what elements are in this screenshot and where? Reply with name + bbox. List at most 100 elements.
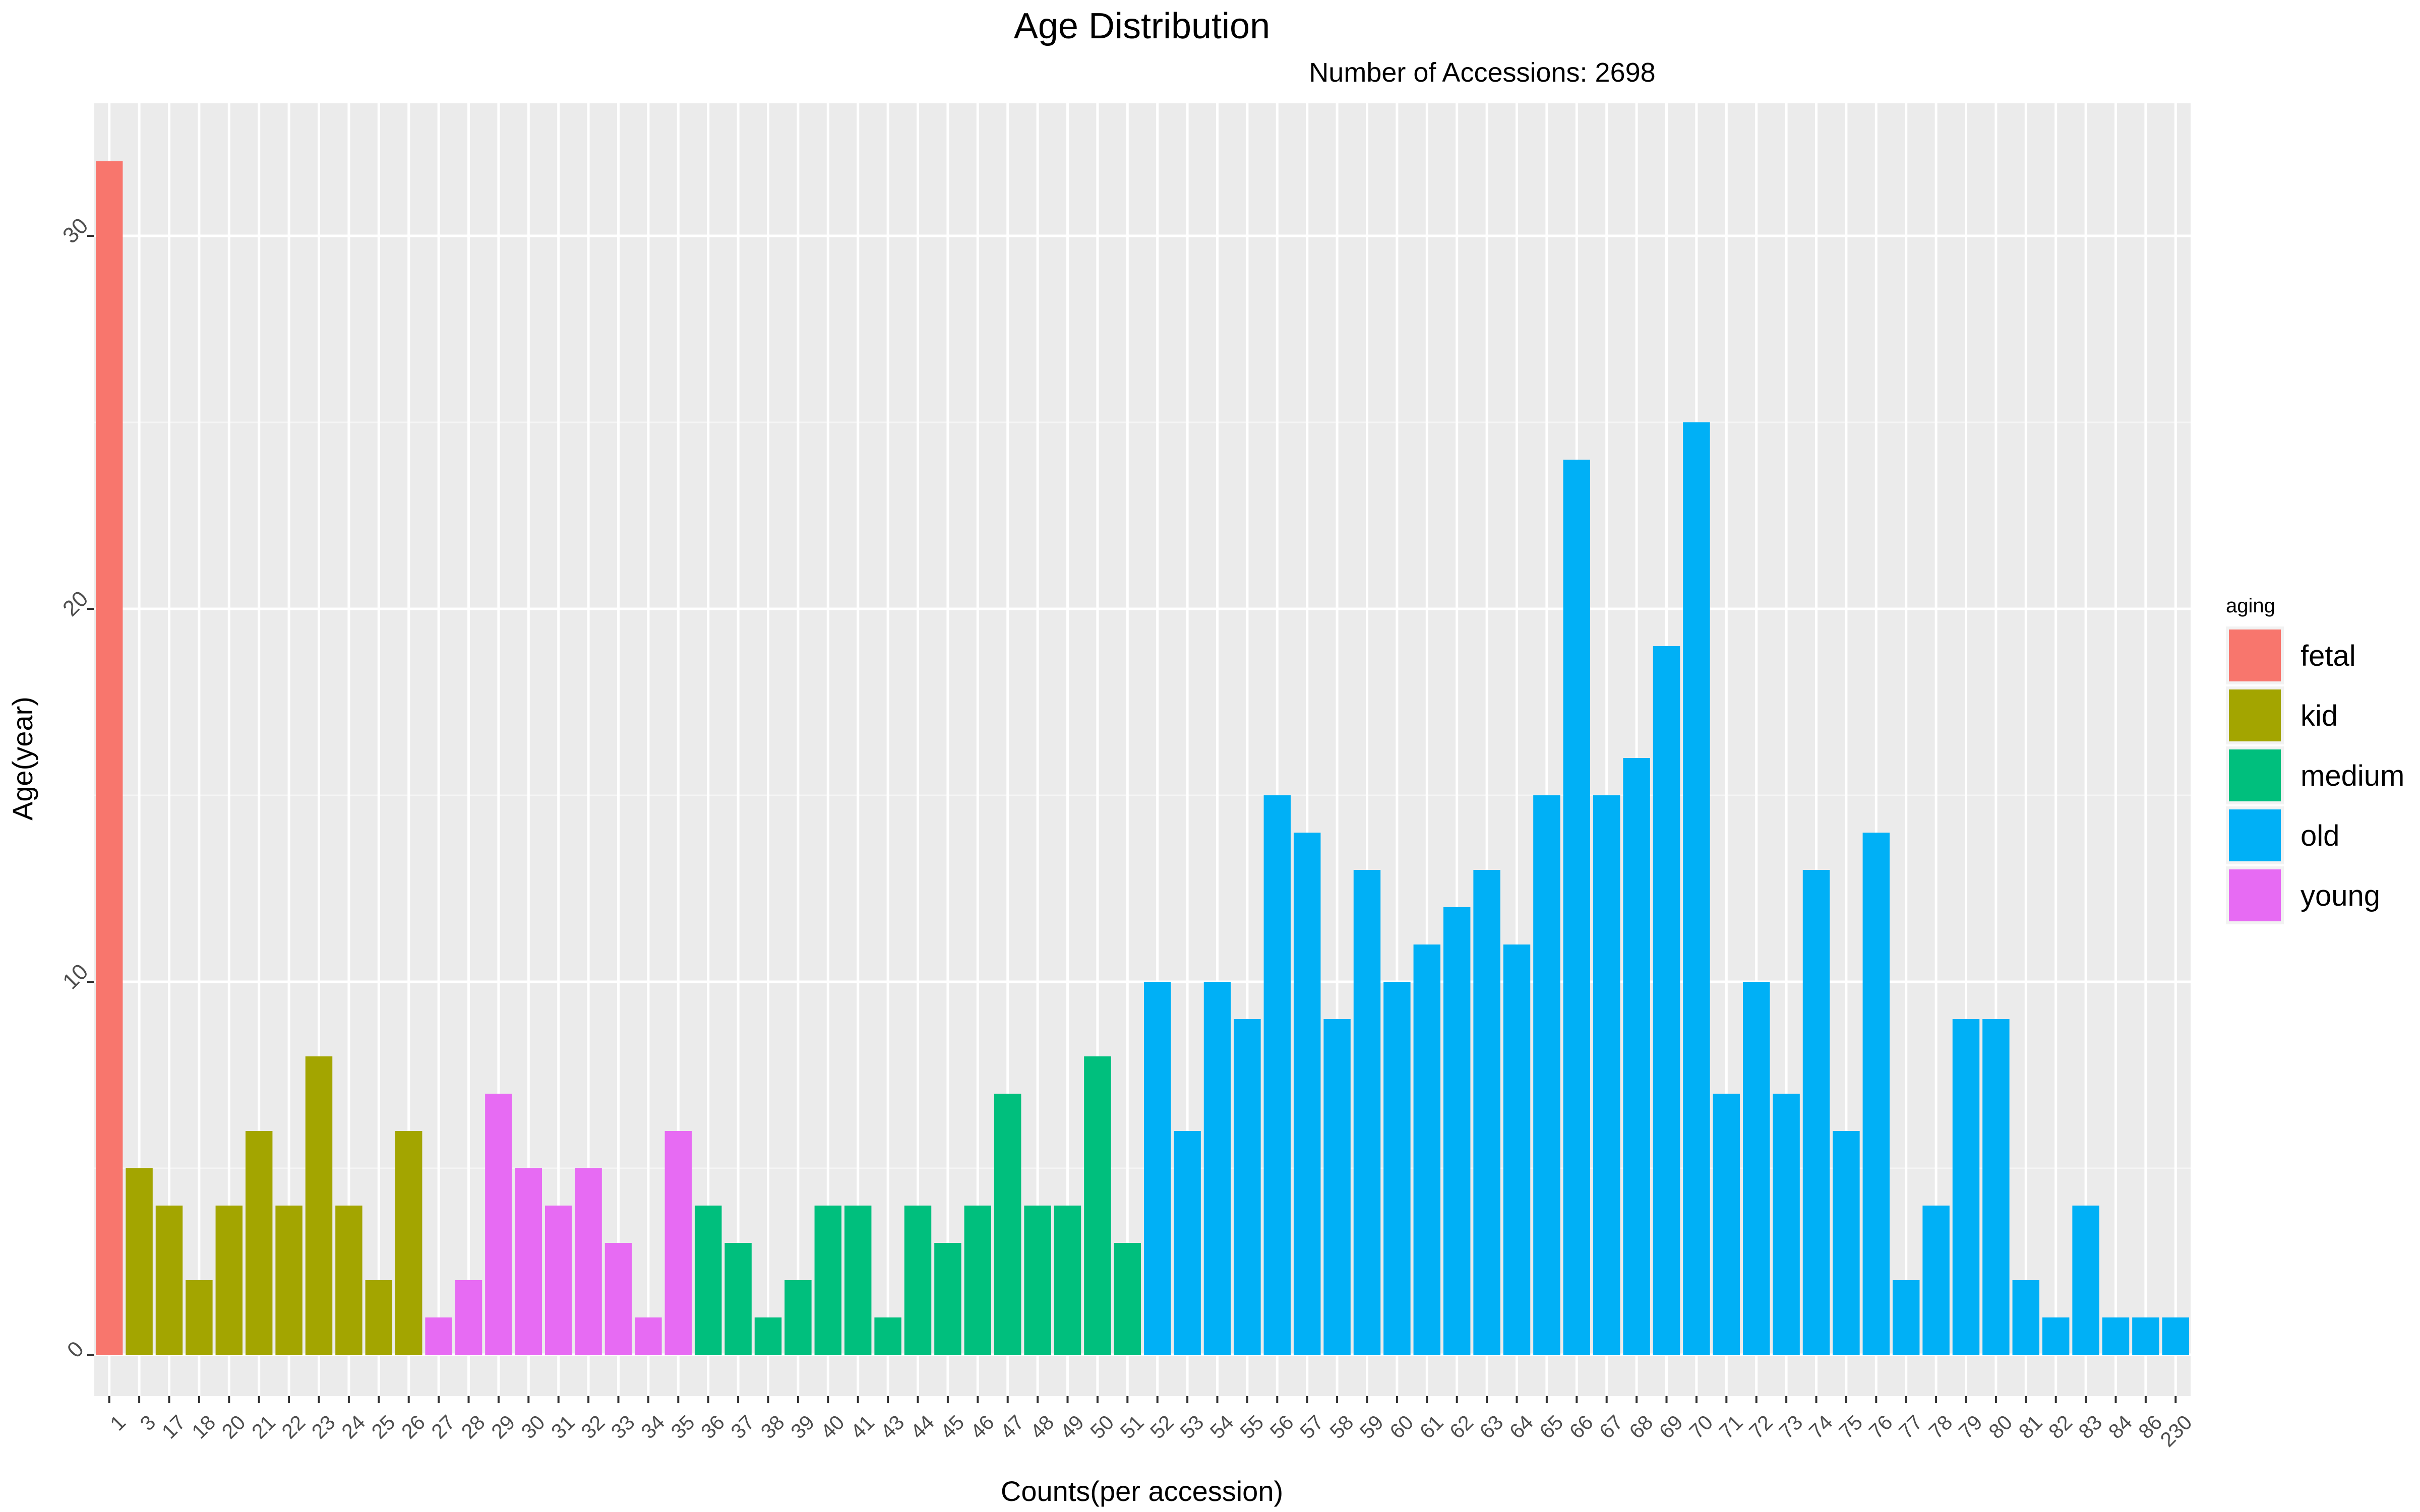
x-tick-label-77: 77 [1894, 1411, 1927, 1443]
x-tick-label-56: 56 [1265, 1411, 1298, 1443]
x-tick-label-58: 58 [1325, 1411, 1358, 1443]
x-tick-label-76: 76 [1864, 1411, 1897, 1443]
bar-37 [724, 1243, 752, 1355]
x-ticks: 1 317182021222324252627282930313233343536… [105, 1396, 2197, 1452]
x-tick-label-40: 40 [816, 1411, 849, 1443]
x-tick-label-43: 43 [876, 1411, 909, 1443]
x-tick-label-29: 29 [487, 1411, 519, 1443]
bar-25 [365, 1280, 393, 1355]
bar-17 [155, 1206, 183, 1355]
x-tick-label-33: 33 [607, 1411, 639, 1443]
x-tick-label-67: 67 [1595, 1411, 1627, 1443]
bar-71 [1713, 1094, 1740, 1355]
x-tick-label-60: 60 [1385, 1411, 1418, 1443]
bar-33 [604, 1243, 632, 1355]
x-tick-label-50: 50 [1085, 1411, 1118, 1443]
bar-40 [814, 1206, 842, 1355]
y-axis-title: Age(year) [7, 697, 38, 821]
bar-230 [2162, 1317, 2190, 1355]
bar-74 [1802, 870, 1830, 1355]
bar-65 [1533, 795, 1560, 1355]
bar-84 [2102, 1317, 2130, 1355]
y-tick-label-0: 0 [63, 1337, 89, 1363]
bar-70 [1683, 422, 1710, 1355]
bar-66 [1563, 460, 1591, 1355]
x-tick-label-41: 41 [846, 1411, 879, 1443]
x-tick-label-51: 51 [1116, 1411, 1148, 1443]
x-tick-label-63: 63 [1475, 1411, 1508, 1443]
bar-56 [1263, 795, 1291, 1355]
bar-61 [1413, 944, 1441, 1355]
bar-1 [95, 161, 123, 1355]
bar-23 [305, 1056, 333, 1355]
bar-47 [994, 1094, 1021, 1355]
x-tick-label-3: 3 [136, 1411, 160, 1435]
bar-81 [2012, 1280, 2040, 1355]
x-tick-label-65: 65 [1535, 1411, 1567, 1443]
bar-59 [1353, 870, 1381, 1355]
legend-label-young: young [2301, 879, 2380, 912]
chart-subtitle: Number of Accessions: 2698 [1309, 57, 1655, 88]
bar-52 [1143, 982, 1171, 1355]
y-tick-label-10: 10 [58, 959, 93, 994]
bar-24 [335, 1206, 362, 1355]
bar-46 [964, 1206, 992, 1355]
x-tick-label-69: 69 [1655, 1411, 1687, 1443]
x-tick-label-54: 54 [1205, 1411, 1238, 1443]
x-tick-label-81: 81 [2014, 1411, 2047, 1443]
bars [95, 161, 2190, 1355]
bar-62 [1443, 907, 1471, 1355]
x-tick-label-83: 83 [2074, 1411, 2107, 1443]
legend-swatch-young [2229, 869, 2281, 921]
x-tick-label-37: 37 [727, 1411, 759, 1443]
x-tick-label-68: 68 [1625, 1411, 1658, 1443]
bar-69 [1653, 646, 1680, 1355]
bar-76 [1862, 833, 1890, 1355]
x-tick-label-48: 48 [1026, 1411, 1059, 1443]
x-tick-label-75: 75 [1834, 1411, 1867, 1443]
bar-55 [1234, 1019, 1261, 1355]
bar-45 [934, 1243, 961, 1355]
bar-72 [1742, 982, 1770, 1355]
x-tick-label-17: 17 [157, 1411, 190, 1443]
legend-swatch-kid [2229, 689, 2281, 741]
bar-58 [1323, 1019, 1351, 1355]
x-tick-label-1: 1 [105, 1411, 130, 1435]
bar-68 [1623, 758, 1650, 1355]
x-tick-label-36: 36 [696, 1411, 729, 1443]
bar-44 [904, 1206, 932, 1355]
bar-64 [1503, 944, 1531, 1355]
x-tick-label-47: 47 [996, 1411, 1028, 1443]
x-tick-label-55: 55 [1235, 1411, 1268, 1443]
x-tick-label-62: 62 [1445, 1411, 1478, 1443]
x-tick-label-26: 26 [397, 1411, 430, 1443]
x-tick-label-79: 79 [1954, 1411, 1987, 1443]
bar-86 [2132, 1317, 2159, 1355]
bar-51 [1114, 1243, 1141, 1355]
bar-43 [874, 1317, 901, 1355]
x-tick-label-74: 74 [1804, 1411, 1837, 1443]
bar-27 [425, 1317, 452, 1355]
bar-83 [2072, 1206, 2099, 1355]
x-tick-label-66: 66 [1565, 1411, 1598, 1443]
x-tick-label-18: 18 [187, 1411, 220, 1443]
y-tick-label-30: 30 [58, 213, 93, 248]
x-tick-label-73: 73 [1775, 1411, 1807, 1443]
legend-label-old: old [2301, 820, 2339, 852]
legend-swatch-medium [2229, 749, 2281, 801]
bar-60 [1383, 982, 1411, 1355]
x-tick-label-38: 38 [756, 1411, 789, 1443]
bar-22 [275, 1206, 302, 1355]
legend-label-fetal: fetal [2301, 640, 2356, 672]
x-tick-label-25: 25 [367, 1411, 400, 1443]
bar-34 [635, 1317, 662, 1355]
bar-30 [515, 1168, 542, 1355]
bar-79 [1952, 1019, 1980, 1355]
x-tick-label-52: 52 [1145, 1411, 1178, 1443]
chart-title: Age Distribution [1014, 6, 1270, 46]
bar-26 [395, 1131, 422, 1355]
bar-3 [126, 1168, 153, 1355]
legend-swatch-old [2229, 809, 2281, 861]
x-tick-label-21: 21 [247, 1411, 280, 1443]
bar-36 [694, 1206, 722, 1355]
